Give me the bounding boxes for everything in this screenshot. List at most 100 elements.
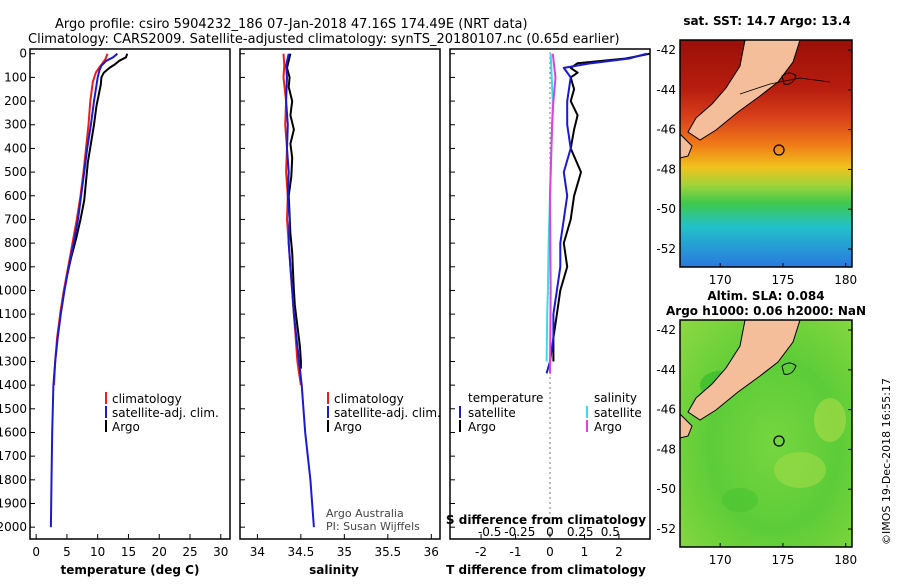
difference-ticks: -2 -1 0 1 2 — [450, 53, 623, 559]
nz-south-island — [687, 39, 801, 141]
x-tick-label: 10 — [90, 545, 105, 559]
sst-map: sat. SST: 14.7 Argo: 13.4 -42 -44 -46 -48 -5… — [656, 14, 857, 287]
y-tick-label: 1100 — [0, 307, 27, 321]
difference-legend: temperature satellite Argo salinity sate… — [459, 391, 642, 434]
x-tick-label: -1 — [510, 545, 522, 559]
y-tick-label: 300 — [4, 118, 27, 132]
lon-tick-label: 170 — [709, 273, 732, 287]
y-tick-label: 0 — [19, 47, 27, 61]
y-tick-label: 800 — [4, 236, 27, 250]
x-tick-label: 20 — [152, 545, 167, 559]
lat-tick-label: -46 — [656, 403, 676, 417]
x-tick-label: 34.5 — [288, 545, 315, 559]
temperature-frame — [29, 48, 231, 540]
x-tick-label: 25 — [182, 545, 197, 559]
nz-south-island-2 — [687, 319, 801, 421]
s-tick-label: -0.5 — [478, 525, 501, 539]
salinity-panel: 34 34.5 35 35.5 36 salinity climatology sate… — [239, 48, 441, 577]
lat-tick-label: -52 — [656, 522, 676, 536]
salinity-lines — [282, 53, 315, 528]
legend-t-satellite: satellite — [468, 406, 516, 420]
lat-tick-label: -50 — [656, 202, 676, 216]
y-tick-label: 1000 — [0, 283, 27, 297]
header-line2: Climatology: CARS2009. Satellite-adjuste… — [28, 32, 620, 47]
imos-credit: ©IMOS 19-Dec-2018 16:55:17 — [880, 378, 893, 545]
lon-tick-label: 175 — [771, 273, 794, 287]
temperature-ticks: 0 5 10 15 20 25 300100200300400500600700800900… — [0, 47, 228, 559]
series-line-climatology — [282, 53, 302, 386]
sst-map-title: sat. SST: 14.7 Argo: 13.4 — [683, 14, 850, 28]
legend-s-argo: Argo — [594, 420, 622, 434]
y-tick-label: 1200 — [0, 331, 27, 345]
series-line-satellite-adj-clim- — [285, 53, 315, 528]
series-line-t-argo-clim — [552, 52, 651, 362]
salinity-legend: climatology satellite-adj. clim. Argo — [327, 392, 441, 434]
credit-line2: PI: Susan Wijffels — [326, 520, 420, 533]
y-tick-label: 1800 — [0, 473, 27, 487]
lat-tick-label: -42 — [656, 43, 676, 57]
y-tick-label: 900 — [4, 260, 27, 274]
s-tick-label: -0.25 — [504, 525, 535, 539]
chatham-rise-contour — [781, 72, 797, 85]
x-tick-label: 36 — [424, 545, 439, 559]
sla-title-2: Argo h1000: 0.06 h2000: NaN — [666, 304, 866, 318]
legend-t-argo: Argo — [468, 420, 496, 434]
x-tick-label: 35.5 — [374, 545, 401, 559]
x-tick-label: 2 — [615, 545, 623, 559]
lat-tick-label: -48 — [656, 162, 676, 176]
x-tick-label: 5 — [63, 545, 71, 559]
y-tick-label: 1700 — [0, 449, 27, 463]
lon-tick-label: 175 — [771, 553, 794, 567]
s-tick-label: 0.25 — [567, 525, 594, 539]
header-line1: Argo profile: csiro 5904232_186 07-Jan-2… — [55, 17, 528, 32]
s-diff-ticks: -0.5 -0.25 0 0.25 0.5 — [478, 525, 620, 539]
sst-map-frame — [679, 39, 853, 268]
lon-tick-label: 180 — [834, 553, 857, 567]
lat-tick-label: -42 — [656, 323, 676, 337]
y-tick-label: 400 — [4, 141, 27, 155]
sla-map-frame — [679, 319, 853, 548]
temperature-panel: 0 5 10 15 20 25 300100200300400500600700800900… — [0, 47, 231, 577]
y-tick-label: 600 — [4, 189, 27, 203]
legend-climatology-s: climatology — [334, 392, 404, 406]
x-tick-label: -2 — [475, 545, 487, 559]
x-tick-label: 15 — [121, 545, 136, 559]
sla-title-1: Altim. SLA: 0.084 — [707, 289, 824, 303]
y-tick-label: 200 — [4, 94, 27, 108]
s-tick-label: 0.5 — [601, 525, 620, 539]
lat-tick-label: -44 — [656, 363, 676, 377]
legend-s-satellite: satellite — [594, 406, 642, 420]
temperature-lines — [49, 52, 129, 528]
s-tick-label: 0 — [546, 525, 554, 539]
sst-map-ticks: -42 -44 -46 -48 -50 -52 170 175 180 — [656, 43, 857, 287]
lat-tick-label: -44 — [656, 83, 676, 97]
salinity-ticks: 34 34.5 35 35.5 36 — [240, 53, 439, 559]
salinity-frame — [239, 48, 441, 540]
series-line-satellite-adj-clim- — [49, 52, 119, 528]
series-line-s-argo-clim — [549, 53, 557, 374]
temperature-legend: climatology satellite-adj. clim. Argo — [105, 392, 219, 434]
salinity-xlabel: salinity — [309, 563, 359, 577]
legend-satellite-adj-s: satellite-adj. clim. — [334, 406, 441, 420]
legend-temperature-head: temperature — [468, 391, 543, 405]
legend-salinity-head: salinity — [594, 391, 637, 405]
series-line-argo — [59, 53, 129, 315]
lon-tick-label: 180 — [834, 273, 857, 287]
y-tick-label: 100 — [4, 70, 27, 84]
x-tick-label: 0 — [546, 545, 554, 559]
difference-lines — [545, 52, 651, 374]
legend-climatology: climatology — [112, 392, 182, 406]
lat-tick-label: -50 — [656, 482, 676, 496]
x-tick-label: 0 — [32, 545, 40, 559]
lat-tick-label: -48 — [656, 442, 676, 456]
argo-float-marker-2 — [773, 435, 785, 447]
lat-tick-label: -52 — [656, 242, 676, 256]
x-tick-label: 34 — [250, 545, 265, 559]
chatham-contour-2 — [781, 362, 797, 375]
bathymetry-contour — [739, 77, 831, 95]
s-diff-xlabel: S difference from climatology — [446, 513, 646, 527]
y-tick-label: 2000 — [0, 520, 27, 534]
argo-float-marker — [773, 144, 785, 156]
sla-map: Altim. SLA: 0.084 Argo h1000: 0.06 h2000… — [656, 289, 866, 567]
